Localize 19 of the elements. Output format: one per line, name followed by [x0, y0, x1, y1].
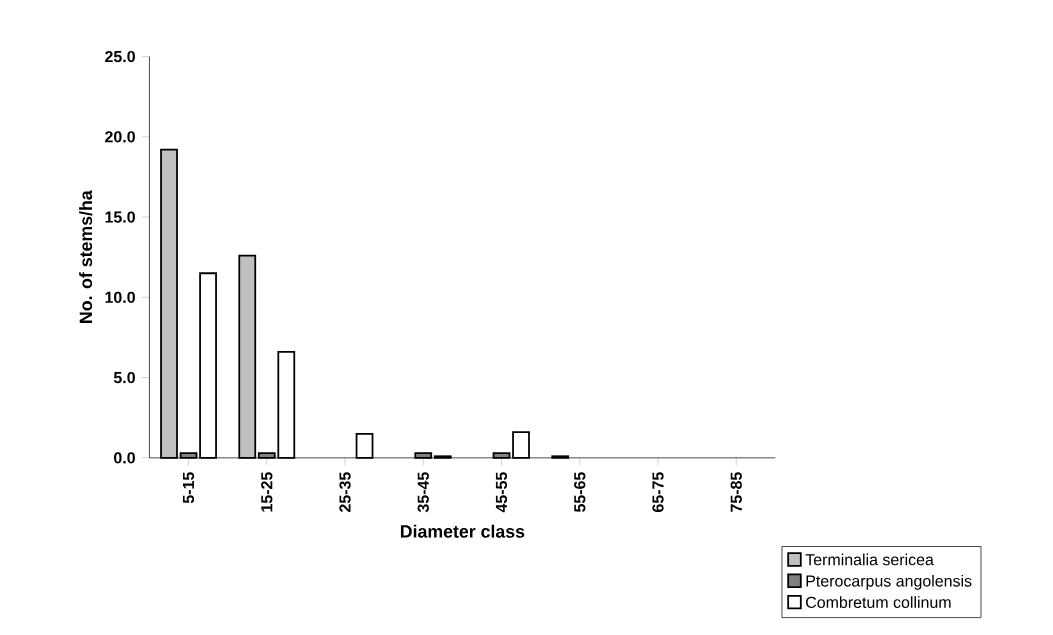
y-axis-title: No. of stems/ha	[79, 190, 93, 324]
x-tick-label: 35-45	[417, 472, 429, 513]
y-tick-label: 10.0	[105, 291, 135, 304]
legend-label: Terminalia sericea	[805, 553, 934, 566]
x-tick-label: 75-85	[730, 472, 742, 513]
y-tick-label: 15.0	[105, 211, 135, 223]
y-tick-label: 0.0	[114, 452, 135, 464]
x-tick-label: 45-55	[495, 472, 508, 513]
y-tick-label: 20.0	[105, 131, 135, 143]
legend-label: Pterocarpus angolensis	[806, 575, 972, 591]
x-tick-label: 5-15	[182, 472, 195, 504]
x-tick-label: 55-65	[574, 472, 586, 513]
y-tick-label: 25.0	[105, 51, 135, 63]
y-tick-label: 5.0	[113, 372, 135, 384]
x-tick-label: 65-75	[652, 472, 664, 513]
x-axis-title: Diameter class	[400, 524, 525, 538]
x-tick-label: 25-35	[339, 472, 351, 513]
legend-label: Combretum collinum	[806, 596, 951, 609]
x-tick-label: 15-25	[261, 472, 273, 512]
